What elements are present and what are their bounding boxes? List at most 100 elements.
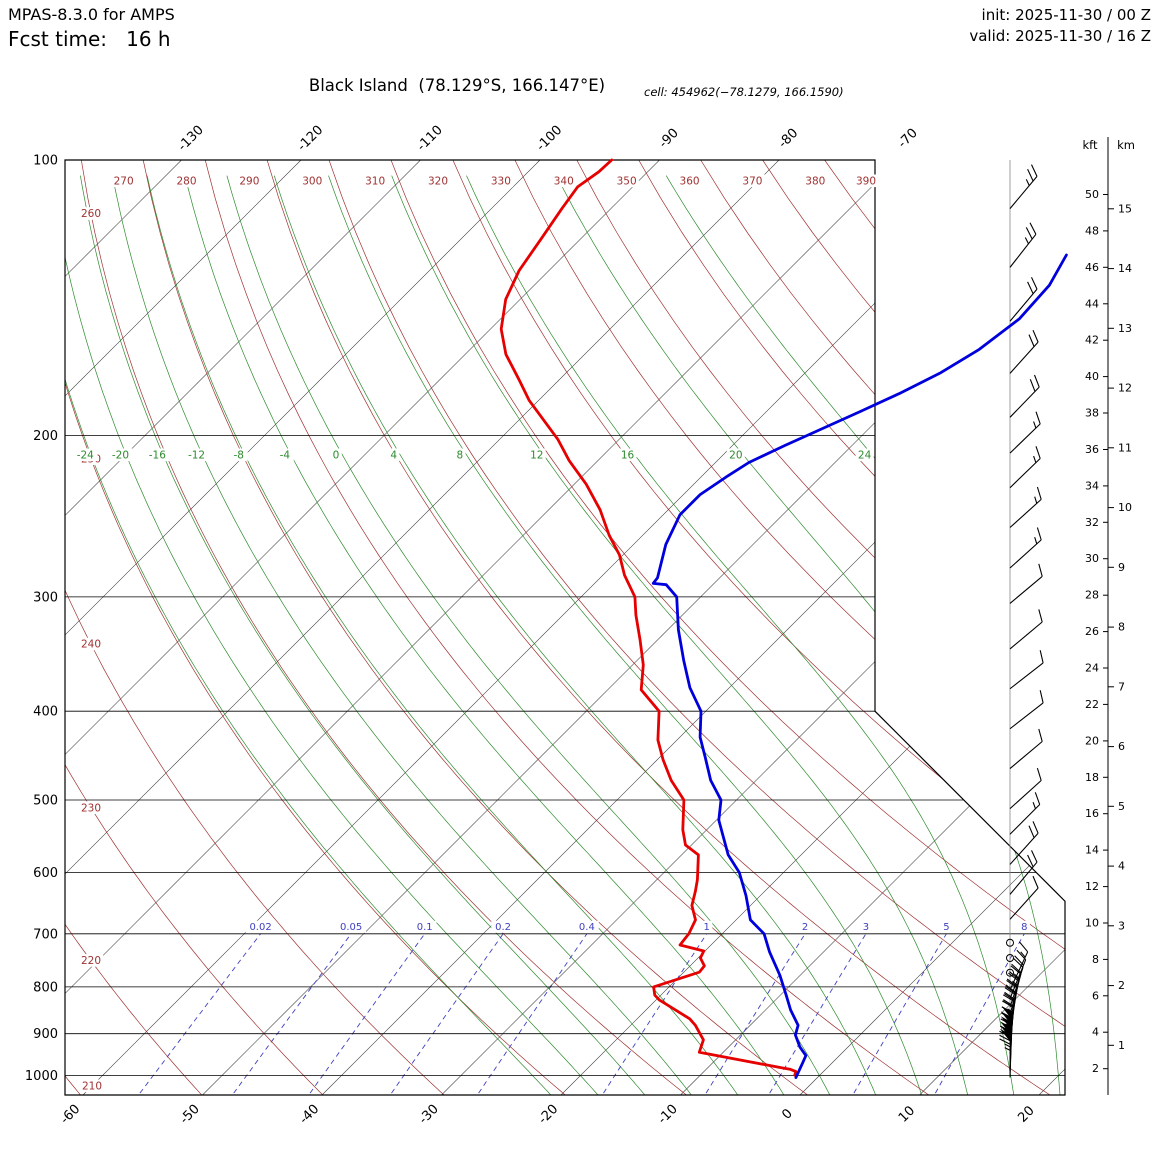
svg-text:10: 10 — [896, 1103, 918, 1125]
svg-text:-130: -130 — [175, 123, 206, 154]
svg-text:-30: -30 — [416, 1102, 442, 1128]
init-time: init: 2025-11-30 / 00 Z — [981, 6, 1151, 24]
svg-text:42: 42 — [1085, 334, 1099, 347]
svg-text:13: 13 — [1118, 322, 1132, 335]
svg-text:18: 18 — [1085, 771, 1099, 784]
svg-text:0.05: 0.05 — [340, 922, 362, 933]
svg-text:24: 24 — [1085, 662, 1099, 675]
svg-text:0.2: 0.2 — [495, 922, 511, 933]
svg-text:-100: -100 — [534, 123, 565, 154]
svg-text:8: 8 — [456, 449, 463, 461]
svg-text:-16: -16 — [149, 449, 166, 461]
svg-text:22: 22 — [1085, 698, 1099, 711]
svg-text:-110: -110 — [414, 123, 445, 154]
svg-text:32: 32 — [1085, 516, 1099, 529]
svg-text:26: 26 — [1085, 625, 1099, 638]
svg-text:290: 290 — [239, 175, 259, 187]
svg-text:1: 1 — [1118, 1039, 1125, 1052]
svg-text:3: 3 — [863, 922, 869, 933]
plot-boundary — [64, 159, 1066, 1096]
svg-text:48: 48 — [1085, 224, 1099, 237]
svg-text:11: 11 — [1118, 441, 1132, 454]
svg-text:0: 0 — [333, 449, 340, 461]
svg-text:800: 800 — [33, 980, 58, 995]
svg-text:50: 50 — [1085, 188, 1099, 201]
svg-text:12: 12 — [1085, 880, 1099, 893]
valid-time: valid: 2025-11-30 / 16 Z — [969, 27, 1151, 45]
svg-text:270: 270 — [114, 175, 134, 187]
wind-barbs — [999, 160, 1044, 1078]
svg-text:300: 300 — [33, 590, 58, 605]
station-title: Black Island (78.129°S, 166.147°E) — [308, 76, 606, 95]
mixing-ratio-lines — [139, 933, 1025, 1094]
svg-text:8: 8 — [1021, 922, 1027, 933]
svg-text:28: 28 — [1085, 589, 1099, 602]
svg-text:320: 320 — [428, 175, 448, 187]
svg-text:46: 46 — [1085, 261, 1099, 274]
svg-text:310: 310 — [365, 175, 385, 187]
moist-adiabat-labels: -24 -20 -16 -12 -8 -4 0 4 8 12 16 20 24 — [73, 448, 874, 461]
svg-text:6: 6 — [1092, 989, 1099, 1002]
svg-text:44: 44 — [1085, 297, 1099, 310]
svg-text:8: 8 — [1092, 953, 1099, 966]
svg-text:10: 10 — [1118, 501, 1132, 514]
svg-text:5: 5 — [1118, 800, 1125, 813]
svg-text:34: 34 — [1085, 479, 1099, 492]
model-version: MPAS-8.3.0 for AMPS — [8, 5, 175, 24]
calm-wind-icon — [1006, 954, 1014, 963]
svg-text:900: 900 — [33, 1027, 58, 1042]
mixing-ratio-labels: 0.02 0.05 0.1 0.2 0.4 1 2 3 5 8 — [245, 920, 1030, 933]
svg-text:14: 14 — [1118, 262, 1132, 275]
svg-text:20: 20 — [729, 449, 742, 461]
svg-text:10: 10 — [1085, 916, 1099, 929]
isotherm-lines — [65, 160, 1065, 1095]
svg-text:380: 380 — [805, 175, 825, 187]
svg-text:9: 9 — [1118, 561, 1125, 574]
svg-text:-24: -24 — [77, 449, 94, 461]
svg-text:-10: -10 — [655, 1102, 681, 1128]
dry-adiabat-lines — [65, 160, 1065, 1095]
forecast-time: Fcst time: 16 h — [8, 27, 171, 51]
svg-text:2: 2 — [1092, 1062, 1099, 1075]
svg-text:4: 4 — [1092, 1026, 1099, 1039]
svg-text:38: 38 — [1085, 407, 1099, 420]
svg-text:360: 360 — [680, 175, 700, 187]
svg-text:2: 2 — [802, 922, 808, 933]
svg-text:-50: -50 — [177, 1102, 203, 1128]
svg-text:12: 12 — [530, 449, 543, 461]
svg-text:4: 4 — [390, 449, 397, 461]
svg-text:40: 40 — [1085, 370, 1099, 383]
svg-text:0: 0 — [779, 1106, 795, 1122]
dry-adiabat-labels: 2102202302402502602702802903003103203303… — [78, 174, 879, 1092]
svg-text:-80: -80 — [776, 126, 802, 152]
svg-text:200: 200 — [33, 429, 58, 444]
svg-text:280: 280 — [176, 175, 196, 187]
svg-text:24: 24 — [858, 449, 872, 461]
svg-text:100: 100 — [33, 154, 58, 169]
svg-text:-70: -70 — [895, 126, 921, 152]
dewpoint-curve — [499, 158, 798, 1077]
svg-text:400: 400 — [33, 705, 58, 720]
svg-text:-20: -20 — [112, 449, 129, 461]
cell-info: cell: 454962(−78.1279, 166.1590) — [644, 85, 844, 99]
svg-text:15: 15 — [1118, 202, 1132, 215]
pressure-lines — [65, 160, 1065, 1076]
svg-text:260: 260 — [81, 208, 101, 220]
calm-wind-icon — [1006, 968, 1014, 977]
svg-text:330: 330 — [491, 175, 511, 187]
svg-text:210: 210 — [82, 1080, 102, 1092]
svg-text:0.02: 0.02 — [249, 922, 271, 933]
moist-adiabat-lines — [65, 175, 1065, 1095]
svg-text:500: 500 — [33, 793, 58, 808]
svg-text:600: 600 — [33, 866, 58, 881]
svg-text:370: 370 — [742, 175, 762, 187]
temp-labels-top: -130 -120 -110 -100 -90 -80 -70 — [175, 123, 921, 154]
svg-text:4: 4 — [1118, 860, 1125, 873]
svg-text:1: 1 — [704, 922, 710, 933]
cell-label: cell: — [644, 85, 668, 99]
temperature-curve — [651, 253, 1068, 1079]
calm-wind-icon — [1006, 938, 1014, 947]
km-axis-label: km — [1117, 138, 1135, 152]
svg-text:36: 36 — [1085, 443, 1099, 456]
